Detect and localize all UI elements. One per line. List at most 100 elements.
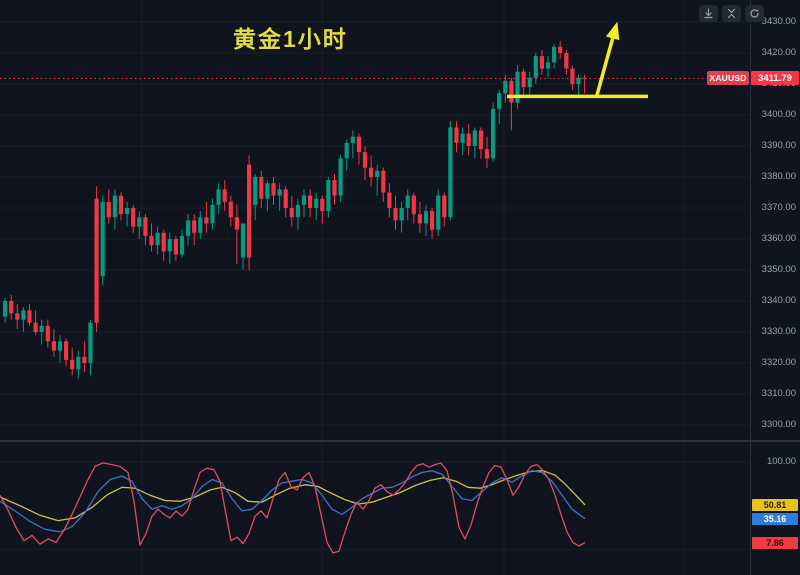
- price-tick-label: 3430.00: [761, 16, 796, 27]
- candle-body: [545, 62, 551, 69]
- candle-body: [167, 239, 172, 252]
- candle-body: [33, 322, 38, 332]
- candle-body: [442, 195, 447, 218]
- candle-body: [460, 133, 465, 143]
- candle-body: [39, 325, 44, 332]
- candle-body: [15, 313, 20, 320]
- price-tick-label: 3350.00: [761, 264, 796, 275]
- candle-body: [45, 325, 50, 342]
- candle-body: [308, 195, 313, 208]
- maximize-icon: [726, 8, 737, 19]
- candle-body: [399, 208, 404, 221]
- download-icon: [703, 8, 714, 19]
- candle-body: [131, 208, 136, 227]
- candle-body: [332, 180, 337, 196]
- candle-body: [210, 204, 215, 224]
- candle-body: [491, 108, 496, 159]
- price-tick-label: 3320.00: [761, 357, 796, 368]
- candle-body: [497, 93, 502, 109]
- candle-body: [9, 301, 14, 314]
- candle-body: [472, 130, 477, 146]
- candle-body: [558, 46, 563, 53]
- candle-body: [27, 310, 32, 323]
- candle-body: [375, 170, 380, 177]
- candle-body: [509, 80, 514, 103]
- candle-body: [582, 77, 587, 79]
- candle-body: [484, 149, 490, 159]
- candle-body: [539, 56, 544, 69]
- refresh-icon: [749, 8, 760, 19]
- candle-body: [454, 127, 459, 143]
- candle-body: [466, 133, 471, 146]
- chart-title: 黄金1小时: [233, 26, 348, 52]
- candle-body: [271, 183, 276, 196]
- candle-body: [198, 217, 203, 233]
- candle-body: [76, 356, 81, 370]
- indicator-value-badge: 7.86: [752, 536, 798, 549]
- candle-body: [106, 201, 111, 218]
- candle-body: [344, 142, 349, 159]
- maximize-button[interactable]: [722, 5, 741, 22]
- candle-body: [350, 136, 355, 143]
- candle-body: [405, 195, 410, 208]
- candle-body: [521, 71, 526, 88]
- candle-body: [64, 341, 69, 360]
- candle-body: [338, 158, 343, 196]
- candle-body: [478, 130, 483, 150]
- price-scale[interactable]: 3430.003420.003410.003400.003390.003380.…: [750, 0, 800, 575]
- candle-body: [143, 217, 148, 236]
- candle-body: [100, 201, 105, 277]
- price-tick-label: 3360.00: [761, 233, 796, 244]
- candle-body: [149, 235, 154, 246]
- candle-body: [326, 180, 331, 212]
- breakout-arrow[interactable]: [595, 21, 620, 96]
- price-tick-label: 3330.00: [761, 326, 796, 337]
- candle-body: [362, 152, 368, 168]
- candle-body: [356, 136, 361, 153]
- symbol-price-tag: XAUUSD: [707, 71, 749, 86]
- candle-body: [369, 167, 374, 177]
- candle-body: [283, 189, 288, 208]
- candle-body: [3, 301, 8, 317]
- candle-body: [417, 214, 422, 224]
- candle-body: [295, 204, 300, 218]
- candle-body: [448, 127, 453, 218]
- candle-body: [228, 201, 233, 218]
- candle-body: [320, 198, 325, 212]
- candle-body: [265, 183, 270, 199]
- candle-body: [204, 217, 209, 224]
- candle-body: [112, 195, 117, 218]
- indicator-tick-label: 100.00: [766, 456, 796, 467]
- candle-body: [576, 77, 581, 84]
- price-tick-label: 3340.00: [761, 295, 796, 306]
- pane-resize-handle[interactable]: [0, 440, 800, 442]
- candle-body: [301, 195, 307, 205]
- candle-body: [234, 217, 239, 230]
- candle-body: [82, 356, 87, 363]
- price-tick-label: 3390.00: [761, 140, 796, 151]
- price-tick-label: 3300.00: [761, 419, 796, 430]
- candle-body: [289, 208, 294, 218]
- indicator-value-badge: 35.16: [752, 512, 798, 525]
- download-button[interactable]: [699, 5, 718, 22]
- candle-body: [430, 211, 435, 230]
- candle-body: [411, 195, 416, 215]
- reset-view-button[interactable]: [745, 5, 764, 22]
- candle-body: [423, 211, 429, 224]
- candle-body: [503, 80, 508, 94]
- price-tick-label: 3370.00: [761, 202, 796, 213]
- candle-body: [179, 235, 185, 255]
- candle-body: [564, 53, 569, 69]
- candle-body: [277, 189, 282, 196]
- candle-body: [155, 232, 160, 246]
- candle-body: [570, 68, 575, 84]
- price-tick-label: 3400.00: [761, 109, 796, 120]
- candle-body: [436, 195, 441, 230]
- price-tick-label: 3380.00: [761, 171, 796, 182]
- kdj-line: [0, 462, 586, 554]
- candle-body: [259, 177, 264, 199]
- candle-body: [393, 208, 398, 221]
- candle-body: [21, 310, 26, 320]
- candle-body: [527, 77, 532, 88]
